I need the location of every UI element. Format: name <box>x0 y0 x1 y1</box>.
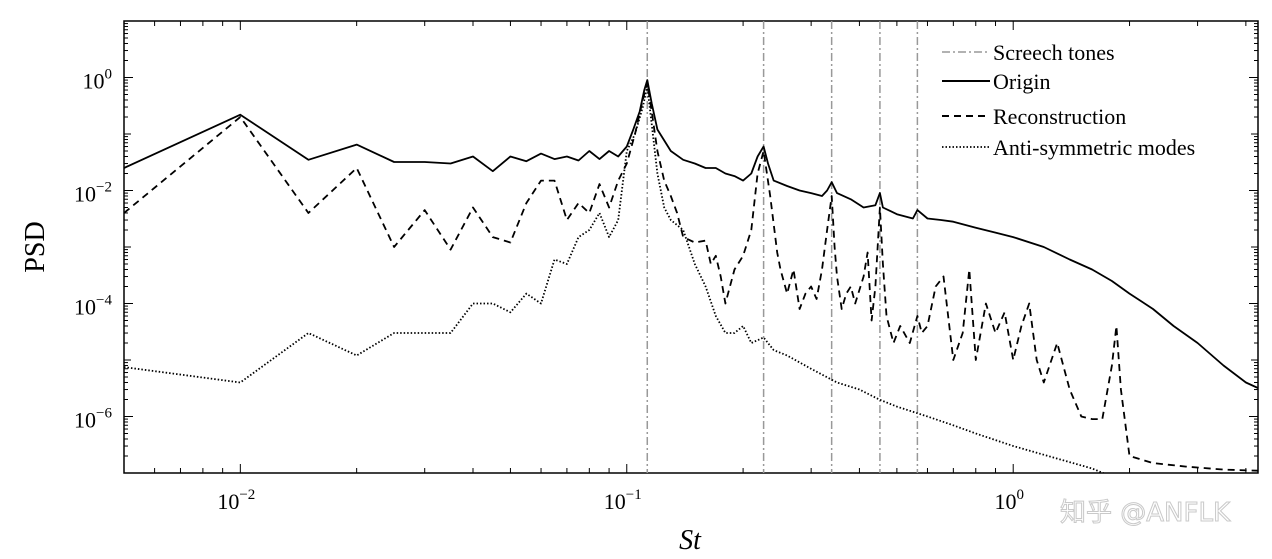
legend: Screech tones Origin Reconstruction Anti… <box>942 40 1195 160</box>
y-tick-exponent: −2 <box>96 180 112 196</box>
legend-label-origin: Origin <box>993 69 1050 94</box>
plot-area-frame <box>123 20 1259 474</box>
y-tick-exponent: 0 <box>105 67 113 83</box>
series-lines <box>124 79 1258 473</box>
y-tick-label: 10−2 <box>74 180 112 207</box>
x-tick-label: 10−1 <box>604 487 642 514</box>
minor-ticks <box>123 21 1258 473</box>
x-tick-exponent: −1 <box>626 487 642 503</box>
watermark-logo: 知乎 @ANFLK <box>1060 498 1232 529</box>
x-tick-exponent: 0 <box>1016 487 1024 503</box>
y-axis-title: PSD <box>20 221 51 272</box>
legend-label-screech-tones: Screech tones <box>993 40 1115 65</box>
y-tick-base: 10 <box>74 295 96 320</box>
x-axis-title: St <box>679 525 702 556</box>
y-tick-exponent: −6 <box>96 406 112 422</box>
series-anti-symmetric-modes <box>124 85 1106 473</box>
x-tick-exponent: −2 <box>239 487 255 503</box>
major-ticks <box>124 20 1258 474</box>
screech-tone-lines <box>646 21 919 473</box>
x-tick-label: 100 <box>994 487 1024 514</box>
y-tick-base: 10 <box>74 182 96 207</box>
series-origin <box>124 79 1258 389</box>
x-tick-base: 10 <box>217 489 239 514</box>
x-tick-labels: 10−2 10−1 100 <box>217 487 1024 514</box>
legend-label-anti-symmetric-modes: Anti-symmetric modes <box>993 135 1195 160</box>
legend-label-reconstruction: Reconstruction <box>993 104 1126 129</box>
x-tick-label: 10−2 <box>217 487 255 514</box>
x-tick-base: 10 <box>604 489 626 514</box>
series-reconstruction <box>124 82 1258 472</box>
y-tick-base: 10 <box>83 69 105 94</box>
y-tick-base: 10 <box>74 408 96 433</box>
x-tick-base: 10 <box>994 489 1016 514</box>
svg-text:知乎 @ANFLK: 知乎 @ANFLK <box>1060 498 1231 528</box>
y-tick-label: 10−4 <box>74 293 112 320</box>
y-tick-label: 100 <box>83 67 113 94</box>
y-tick-label: 10−6 <box>74 406 112 433</box>
y-tick-exponent: −4 <box>96 293 112 309</box>
